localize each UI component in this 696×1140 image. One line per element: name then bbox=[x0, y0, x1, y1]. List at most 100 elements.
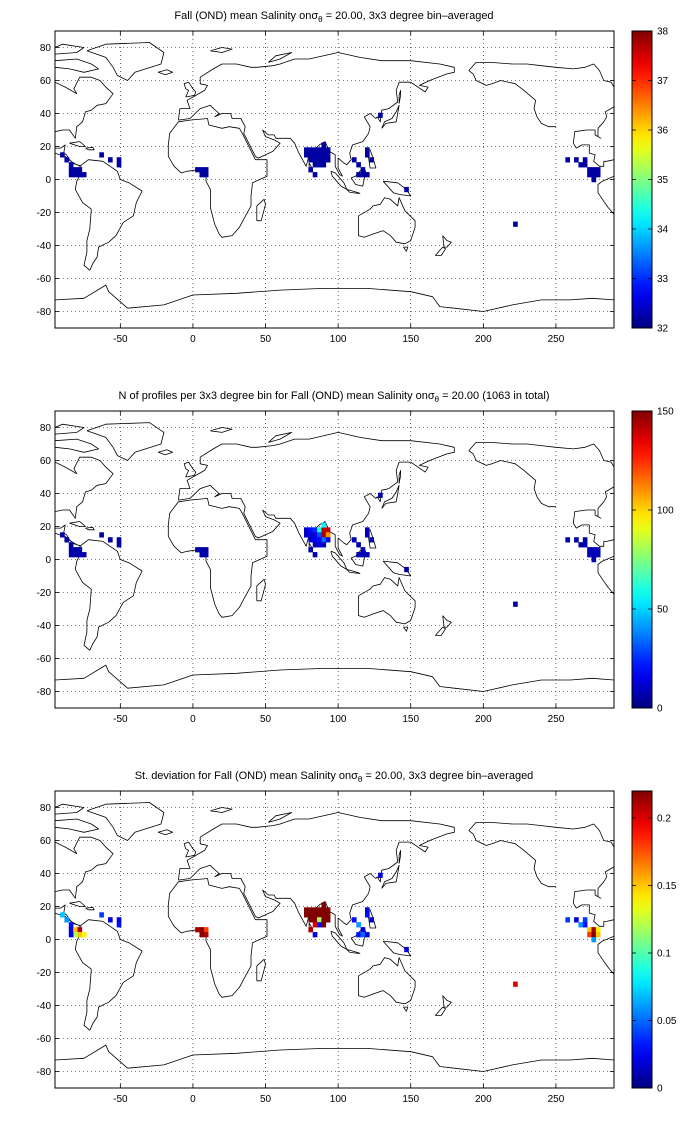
bin-cell bbox=[591, 932, 597, 938]
bin-cell bbox=[312, 532, 318, 538]
bin-cell bbox=[595, 932, 601, 938]
coastline bbox=[358, 957, 416, 1005]
bin-cell bbox=[578, 542, 584, 548]
colorbar-tick-label: 50 bbox=[657, 605, 669, 616]
coastline bbox=[381, 484, 400, 509]
bin-cell bbox=[378, 872, 383, 878]
bin-cell bbox=[312, 542, 318, 548]
bin-cell bbox=[317, 917, 322, 923]
bin-cell bbox=[369, 157, 375, 163]
bin-cell bbox=[321, 542, 327, 548]
bin-cell bbox=[321, 142, 327, 148]
plot-area bbox=[55, 791, 614, 1088]
bin-cell bbox=[203, 167, 209, 173]
bin-cell bbox=[595, 167, 601, 173]
colorbar-tick-label: 0.05 bbox=[657, 1016, 677, 1027]
y-tick-label: -40 bbox=[37, 241, 52, 252]
bin-cell bbox=[325, 147, 331, 153]
bin-cell bbox=[68, 922, 74, 928]
bin-cell bbox=[304, 152, 309, 158]
bin-cell bbox=[356, 162, 361, 168]
coastline bbox=[398, 850, 402, 864]
y-tick-label: 0 bbox=[45, 175, 51, 186]
bin-cell bbox=[304, 147, 309, 153]
y-tick-label: -80 bbox=[37, 1067, 52, 1078]
bin-cell bbox=[99, 532, 104, 538]
bin-cell bbox=[68, 927, 74, 933]
bin-cell bbox=[591, 547, 597, 553]
coastline bbox=[157, 829, 174, 836]
colorbar: 0 0.05 0.1 0.15 0.2 bbox=[631, 790, 677, 1095]
coastline bbox=[86, 42, 165, 81]
coastline bbox=[366, 909, 377, 929]
bin-cell bbox=[317, 912, 322, 918]
panel-title: N of profiles per 3x3 degree bin for Fal… bbox=[119, 390, 550, 404]
bin-cell bbox=[321, 912, 327, 918]
bin-cell bbox=[378, 112, 383, 118]
coastline bbox=[403, 626, 409, 632]
coastline bbox=[366, 149, 377, 169]
coastline bbox=[350, 547, 367, 567]
bin-cell bbox=[364, 907, 370, 913]
coastline bbox=[55, 43, 85, 55]
bin-cell bbox=[364, 527, 370, 533]
colorbar-tick-label: 0 bbox=[657, 1084, 663, 1095]
x-tick-label: 150 bbox=[402, 714, 419, 725]
bin-cell bbox=[591, 552, 597, 558]
bin-cell bbox=[317, 907, 322, 913]
colorbar-tick-label: 33 bbox=[657, 274, 669, 285]
coastline bbox=[157, 449, 174, 456]
bin-cell bbox=[312, 147, 318, 153]
colorbar-tick-label: 35 bbox=[657, 175, 669, 186]
x-tick-label: 200 bbox=[475, 334, 492, 345]
bin-cell bbox=[574, 537, 579, 543]
y-tick-label: 80 bbox=[40, 423, 52, 434]
coastlines bbox=[55, 42, 614, 328]
panel-title: Fall (OND) mean Salinity onσθ = 20.00, 3… bbox=[174, 10, 493, 24]
coastline bbox=[178, 431, 455, 557]
coastline bbox=[434, 626, 447, 636]
bin-cell bbox=[591, 172, 597, 178]
colorbar: 32 33 34 35 36 37 38 bbox=[631, 27, 669, 335]
y-tick-label: 60 bbox=[40, 836, 52, 847]
bin-cell bbox=[312, 907, 318, 913]
coastline bbox=[403, 246, 409, 252]
x-tick-label: 100 bbox=[330, 334, 347, 345]
coastline bbox=[210, 807, 233, 813]
bin-cell bbox=[364, 912, 370, 918]
x-tick-label: 200 bbox=[475, 1094, 492, 1105]
bin-cell bbox=[325, 527, 331, 533]
coastline bbox=[468, 70, 556, 128]
bin-cell bbox=[317, 922, 322, 928]
bin-cell bbox=[321, 162, 327, 168]
bin-cell bbox=[73, 552, 78, 558]
y-tick-label: -20 bbox=[37, 588, 52, 599]
bin-cell bbox=[312, 157, 318, 163]
bin-cell bbox=[116, 542, 122, 548]
coastline bbox=[398, 469, 402, 484]
bin-cell bbox=[317, 157, 322, 163]
bin-cell bbox=[203, 552, 209, 558]
bin-cell bbox=[351, 917, 357, 923]
bin-cell bbox=[369, 917, 375, 923]
bin-cell bbox=[81, 932, 87, 938]
coastlines bbox=[55, 802, 614, 1088]
x-tick-label: 150 bbox=[402, 334, 419, 345]
coastline bbox=[69, 521, 86, 527]
coastline bbox=[55, 836, 114, 899]
x-tick-label: 50 bbox=[260, 334, 272, 345]
bin-cell bbox=[587, 927, 592, 933]
y-tick-label: -80 bbox=[37, 307, 52, 318]
panel-mean-salinity: Fall (OND) mean Salinity onσθ = 20.00, 3… bbox=[37, 10, 669, 345]
bin-cell bbox=[203, 172, 209, 178]
coastline bbox=[434, 246, 447, 256]
x-tick-label: 50 bbox=[260, 1094, 272, 1105]
coastline bbox=[468, 830, 556, 888]
bin-cell bbox=[199, 547, 205, 553]
bin-cell bbox=[317, 147, 322, 153]
bin-cell bbox=[356, 172, 361, 178]
x-tick-label: 250 bbox=[548, 334, 565, 345]
y-tick-label: -40 bbox=[37, 621, 52, 632]
bin-cell bbox=[195, 547, 200, 553]
